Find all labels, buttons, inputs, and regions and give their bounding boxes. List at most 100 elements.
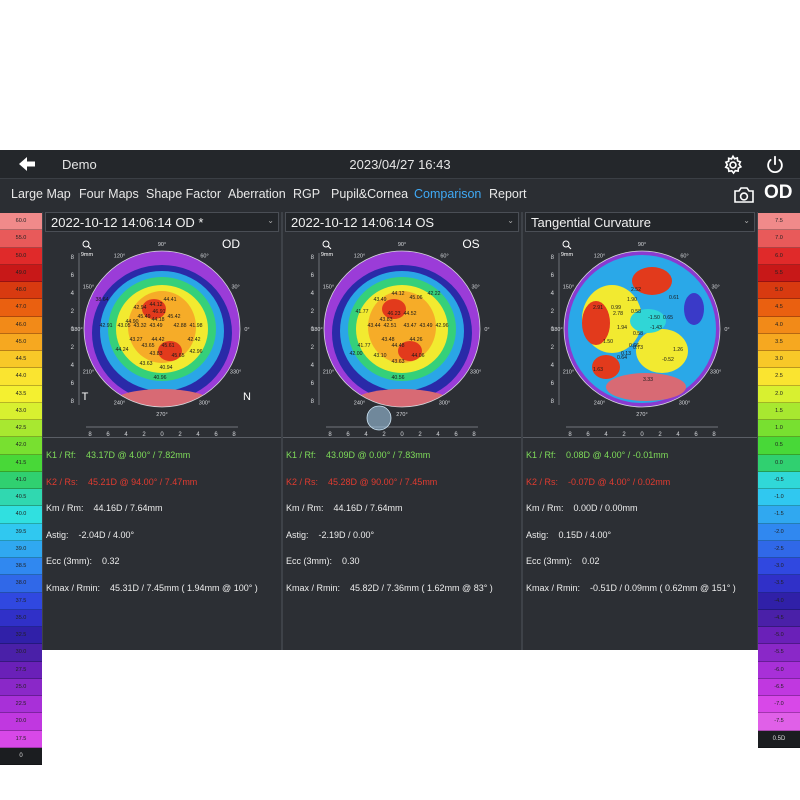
x-tick-label: 2 bbox=[178, 432, 182, 437]
x-tick-label: 4 bbox=[124, 432, 128, 437]
x-tick-label: 4 bbox=[364, 432, 368, 437]
map-zone bbox=[636, 329, 688, 373]
x-tick-label: 2 bbox=[658, 432, 662, 437]
kmax-value: -0.51D / 0.09mm ( 0.62mm @ 151° ) bbox=[590, 583, 736, 593]
kmax-row: Kmax / Rmin: 45.82D / 7.36mm ( 1.62mm @ 8… bbox=[286, 583, 493, 593]
map-value-label: 42.96 bbox=[190, 349, 203, 355]
y-tick-label: 6 bbox=[551, 381, 555, 387]
y-tick-label: 4 bbox=[551, 363, 555, 369]
map-value-label: 0.73 bbox=[633, 345, 643, 351]
kmax-label: Kmax / Rmin: bbox=[286, 583, 341, 593]
x-tick-label: 6 bbox=[106, 432, 110, 437]
angle-label: 210° bbox=[563, 370, 574, 376]
map-value-label: 2.78 bbox=[613, 311, 623, 317]
y-tick-label: 4 bbox=[311, 291, 315, 297]
angle-label: 180° bbox=[71, 327, 82, 333]
y-tick-label: 4 bbox=[311, 363, 315, 369]
map-lower-zone bbox=[352, 389, 452, 407]
left-scale-step: 41.0 bbox=[0, 471, 42, 489]
y-tick-label: 6 bbox=[71, 273, 75, 279]
map-value-label: 1.94 bbox=[617, 325, 627, 331]
datetime: 2023/04/27 16:43 bbox=[349, 157, 451, 172]
left-scale-step: 17.5 bbox=[0, 730, 42, 748]
nav-report[interactable]: Report bbox=[489, 187, 527, 201]
power-icon[interactable] bbox=[764, 154, 786, 176]
y-tick-label: 2 bbox=[551, 345, 555, 351]
map-value-label: 43.47 bbox=[404, 323, 417, 329]
y-tick-label: 8 bbox=[71, 399, 75, 405]
exam-selector-od[interactable]: 2022-10-12 14:06:14 OD * ⌄ bbox=[45, 212, 279, 232]
map-value-label: 42.96 bbox=[436, 323, 449, 329]
nav-pupil-cornea[interactable]: Pupil&Cornea bbox=[331, 187, 409, 201]
map-value-label: 1.26 bbox=[673, 347, 683, 353]
back-arrow-icon[interactable] bbox=[16, 154, 38, 174]
x-tick-label: 8 bbox=[88, 432, 92, 437]
nav-aberration[interactable]: Aberration bbox=[228, 187, 286, 201]
y-tick-label: 8 bbox=[71, 255, 75, 261]
y-tick-label: 0 bbox=[71, 327, 75, 333]
ecc-label: Ecc (3mm): bbox=[46, 556, 92, 566]
right-scale-step: -1.5 bbox=[758, 506, 800, 524]
map-zone bbox=[630, 309, 666, 333]
left-scale-step: 49.0 bbox=[0, 264, 42, 282]
ecc-value: 0.30 bbox=[342, 556, 360, 566]
nav-large-map[interactable]: Large Map bbox=[11, 187, 71, 201]
right-scale-step: -2.5 bbox=[758, 540, 800, 558]
k2-label: K2 / Rs: bbox=[286, 477, 319, 487]
map-value-label: 1.50 bbox=[603, 339, 613, 345]
astig-row: Astig: 0.15D / 4.00° bbox=[526, 530, 611, 540]
y-tick-label: 6 bbox=[311, 273, 315, 279]
left-scale-step: 30.0 bbox=[0, 644, 42, 662]
gear-icon[interactable] bbox=[722, 154, 744, 176]
angle-label: 90° bbox=[398, 242, 406, 248]
y-tick-label: 4 bbox=[551, 291, 555, 297]
map-value-label: 41.98 bbox=[190, 323, 203, 329]
left-scale-step: 50.0 bbox=[0, 247, 42, 265]
km-label: Km / Rm: bbox=[526, 503, 564, 513]
map-value-label: 0.58 bbox=[633, 331, 643, 337]
eye-indicator: OD bbox=[764, 182, 793, 203]
right-scale-step: 7.0 bbox=[758, 230, 800, 248]
nav-comparison[interactable]: Comparison bbox=[414, 187, 482, 201]
map-type-selector[interactable]: Tangential Curvature ⌄ bbox=[525, 212, 755, 232]
k2-row: K2 / Rs: 45.28D @ 90.00° / 7.45mm bbox=[286, 477, 437, 487]
difference-map[interactable]: 8 8 6 6 4 4 2 2 0 0 2 2 4 4 6 6 8 8 90° 60° 30° 0° 330° 300° 270… bbox=[523, 233, 761, 437]
left-scale-step: 44.5 bbox=[0, 351, 42, 369]
y-tick-label: 8 bbox=[551, 399, 555, 405]
nav-shape-factor[interactable]: Shape Factor bbox=[146, 187, 222, 201]
astig-label: Astig: bbox=[526, 530, 549, 540]
map-value-label: 46.23 bbox=[388, 311, 401, 317]
angle-label: 210° bbox=[83, 370, 94, 376]
x-tick-label: 8 bbox=[328, 432, 332, 437]
angle-label: 270° bbox=[636, 412, 647, 418]
map-value-label: 40.96 bbox=[154, 375, 167, 381]
y-tick-label: 2 bbox=[311, 309, 315, 315]
x-tick-label: 6 bbox=[694, 432, 698, 437]
right-scale-step: 0.0 bbox=[758, 454, 800, 472]
right-scale-step: 2.5 bbox=[758, 368, 800, 386]
x-tick-label: 0 bbox=[640, 432, 644, 437]
km-label: Km / Rm: bbox=[46, 503, 84, 513]
map-fill bbox=[84, 251, 240, 407]
nav-rgp[interactable]: RGP bbox=[293, 187, 321, 201]
y-tick-label: 2 bbox=[71, 345, 75, 351]
angle-label: 90° bbox=[158, 242, 166, 248]
camera-switch-icon[interactable] bbox=[733, 185, 755, 205]
chevron-down-icon: ⌄ bbox=[267, 216, 274, 225]
angle-label: 0° bbox=[244, 327, 249, 333]
exam-selector-os[interactable]: 2022-10-12 14:06:14 OS ⌄ bbox=[285, 212, 519, 232]
topography-map-od[interactable]: 8 8 6 6 4 4 2 2 0 0 2 2 4 4 6 6 8 8 90° 60° 30° 0° 330° 300° 270… bbox=[43, 233, 281, 437]
angle-label: 270° bbox=[156, 412, 167, 418]
topography-map-os[interactable]: 8 8 6 6 4 4 2 2 0 0 2 2 4 4 6 6 8 8 90° 60° 30° 0° 330° 300° 270… bbox=[283, 233, 521, 437]
nav-four-maps[interactable]: Four Maps bbox=[79, 187, 139, 201]
angle-label: 60° bbox=[200, 253, 208, 259]
left-scale-step: 20.0 bbox=[0, 713, 42, 731]
map-hot-spot bbox=[632, 267, 672, 295]
right-scale-step: 5.0 bbox=[758, 282, 800, 300]
map-hot-spot bbox=[158, 341, 182, 361]
angle-label: 330° bbox=[230, 370, 241, 376]
right-scale-step: 1.0 bbox=[758, 420, 800, 438]
map-value-label: 42.88 bbox=[174, 323, 187, 329]
left-scale-step: 46.0 bbox=[0, 316, 42, 334]
